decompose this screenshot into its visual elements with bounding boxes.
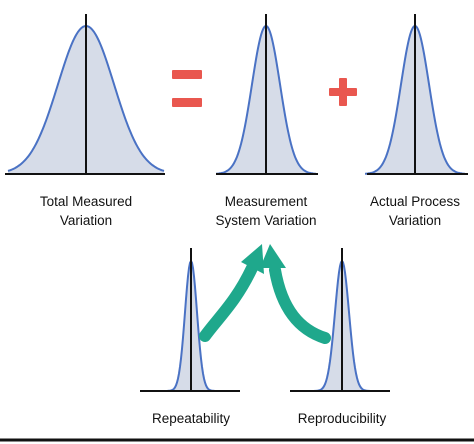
- measurement-variation-label-line2: System Variation: [215, 213, 317, 228]
- left-arrow: [199, 244, 264, 342]
- total-variation-label-line2: Variation: [59, 213, 113, 228]
- actual-variation-label: Actual Process Variation: [370, 192, 460, 230]
- measurement-variation-curve: [216, 14, 318, 175]
- right-arrow: [260, 244, 331, 344]
- repeatability-curve: [140, 248, 240, 392]
- equals-sign: [172, 70, 202, 107]
- total-variation-curve: [5, 14, 165, 175]
- reproducibility-label: Reproducibility: [297, 411, 387, 426]
- measurement-variation-label-line1: Measurement: [224, 194, 308, 209]
- measurement-variation-label: Measurement System Variation: [215, 192, 316, 230]
- plus-sign: [329, 78, 357, 106]
- total-variation-label-line1: Total Measured: [39, 194, 133, 209]
- repeatability-label: Repeatability: [151, 411, 231, 426]
- actual-variation-label-line2: Variation: [388, 213, 442, 228]
- total-variation-label: Total Measured Variation: [40, 192, 132, 230]
- actual-variation-curve: [365, 14, 468, 175]
- actual-variation-label-line1: Actual Process: [369, 194, 461, 209]
- reproducibility-curve: [290, 248, 390, 392]
